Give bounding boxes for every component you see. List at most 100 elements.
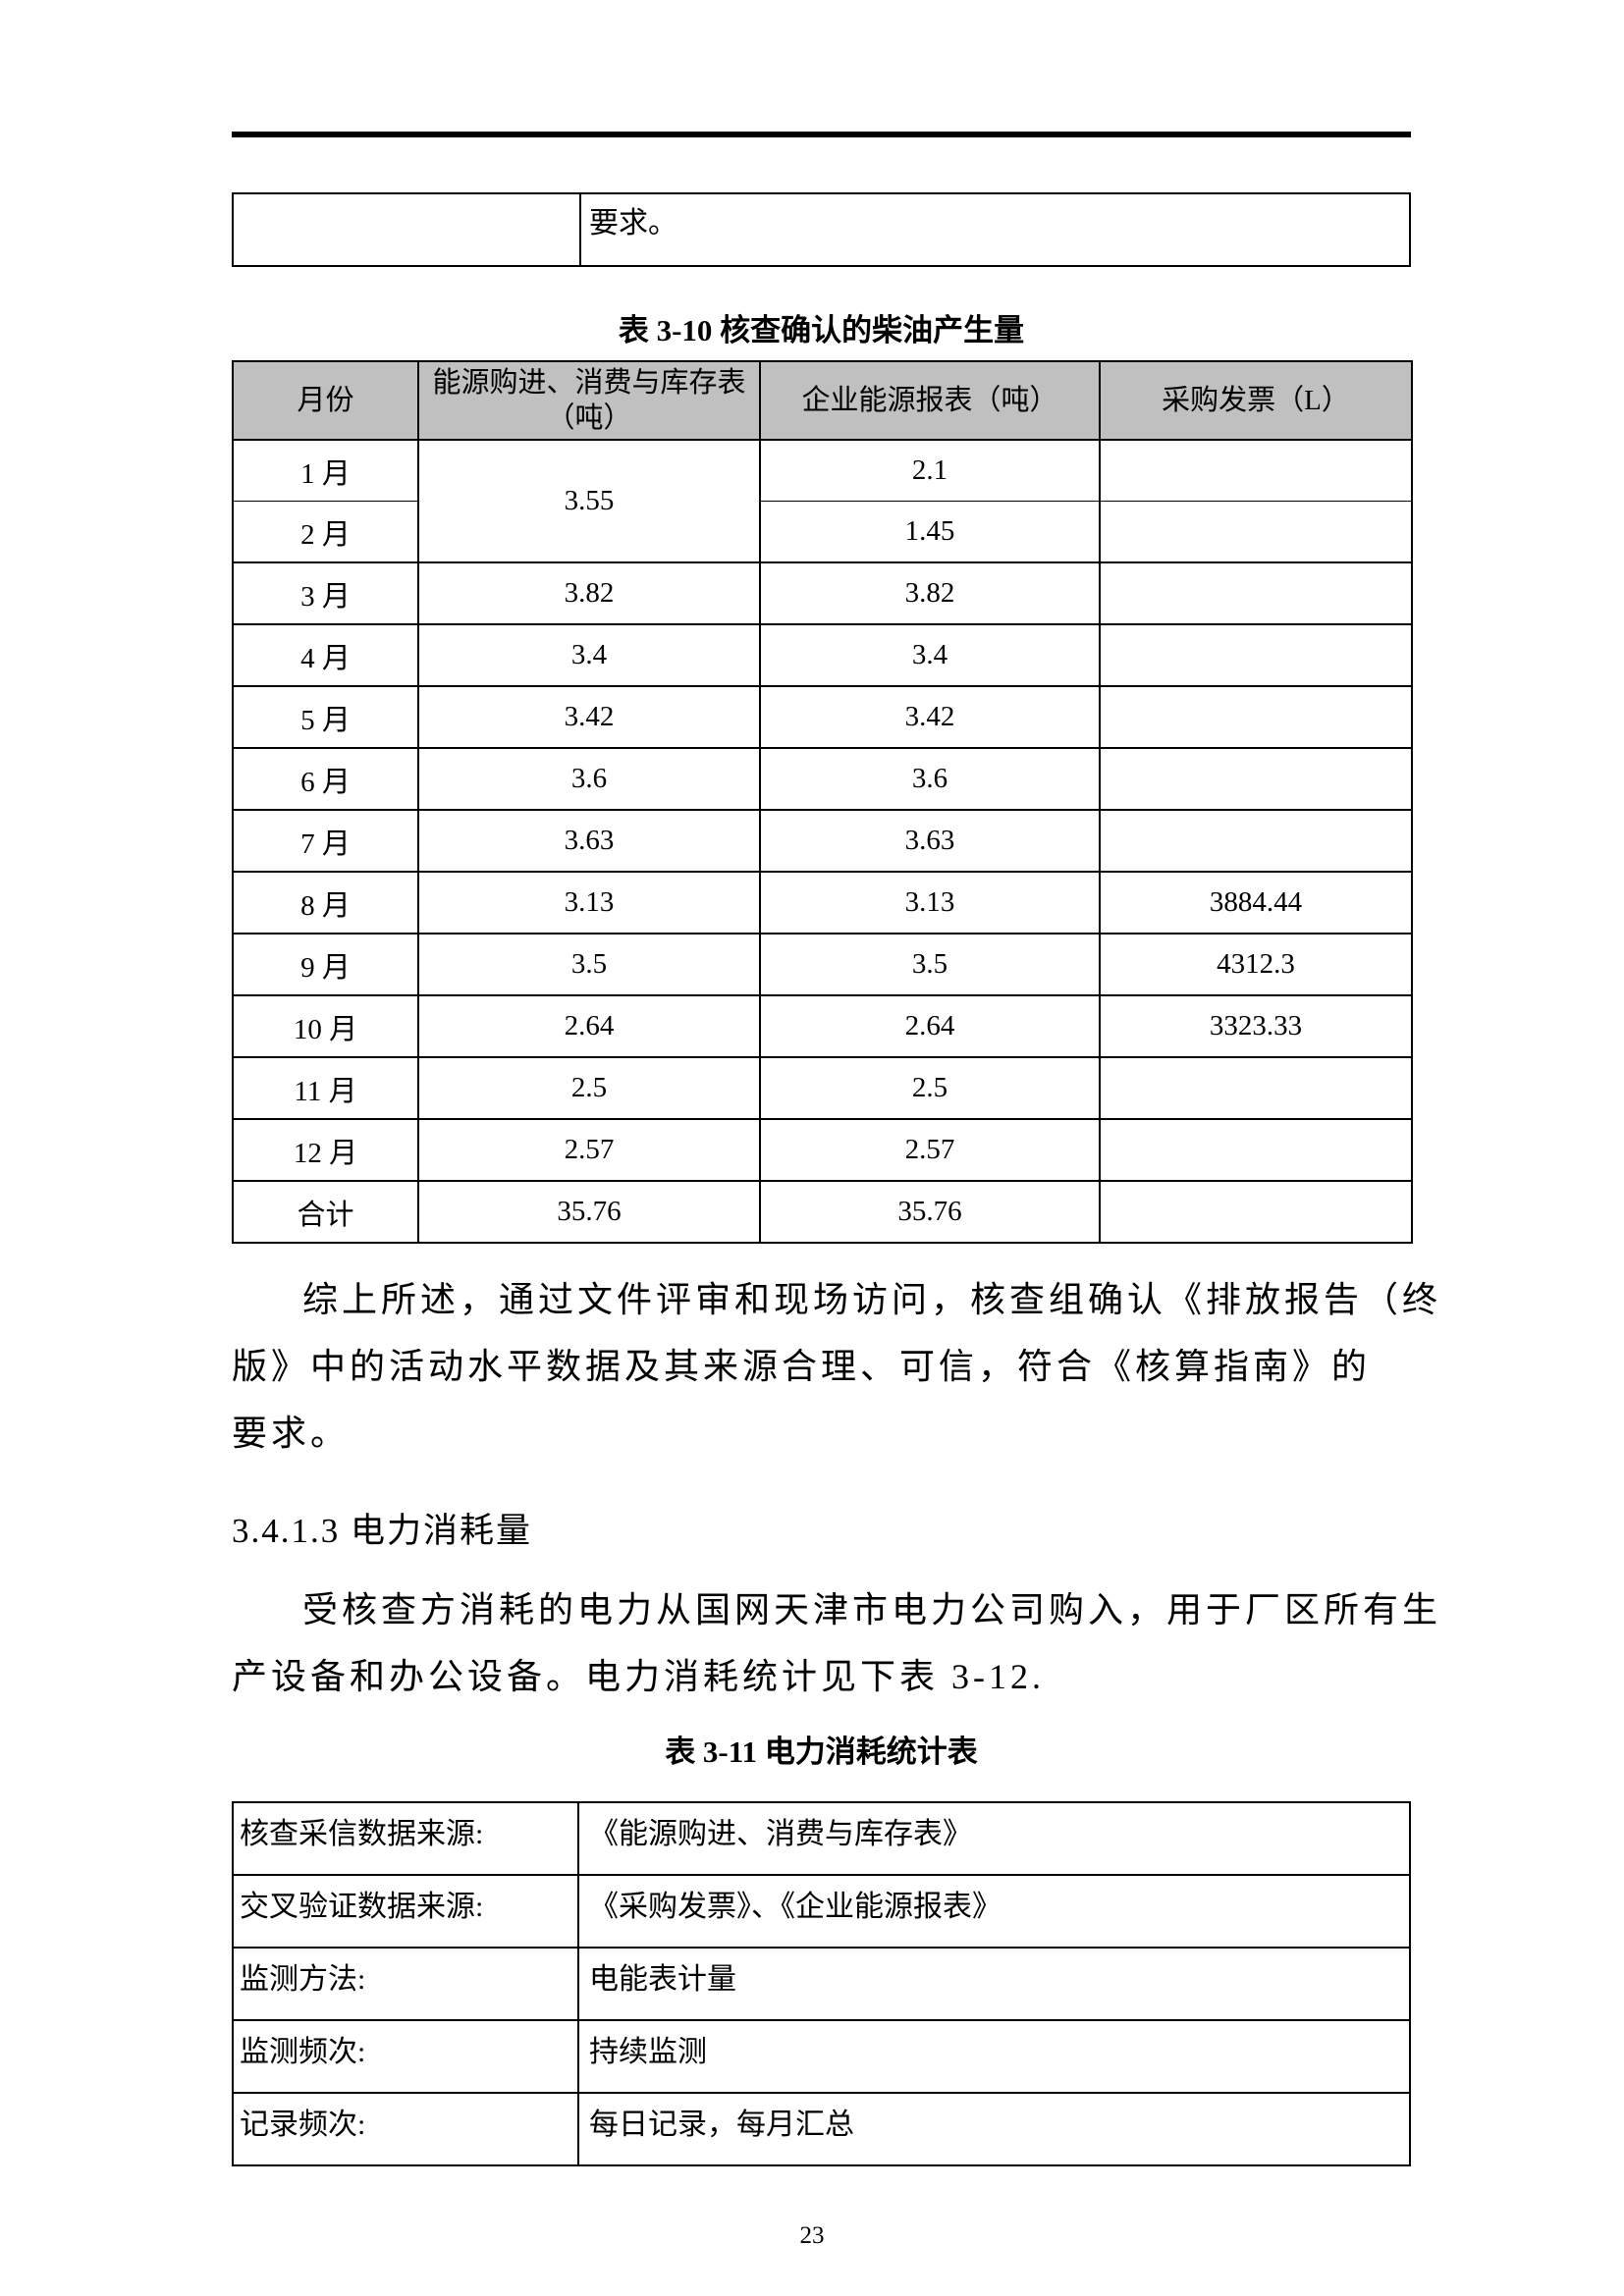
cell-month: 6 月: [232, 747, 419, 811]
cell-invoice: [1099, 809, 1413, 873]
cell-invoice: 4312.3: [1099, 933, 1413, 996]
fragment-row: 要求。: [232, 192, 1411, 267]
cell-month: 1 月: [232, 439, 419, 502]
fragment-text-cell: 要求。: [579, 192, 1411, 267]
diesel-row-7: 7 月 3.63 3.63: [232, 809, 1413, 873]
cell-month: 2 月: [232, 501, 419, 563]
diesel-table-caption: 表 3-10 核查确认的柴油产生量: [618, 313, 1025, 347]
cell-purchase: 3.5: [417, 933, 761, 996]
diesel-row-8: 8 月 3.13 3.13 3884.44: [232, 871, 1413, 934]
diesel-row-5: 5 月 3.42 3.42: [232, 685, 1413, 749]
summary-line: 要求。: [232, 1414, 351, 1453]
electric-table-caption: 表 3-11 电力消耗统计表: [665, 1735, 978, 1769]
cell-month: 8 月: [232, 871, 419, 934]
cell-invoice: [1099, 1180, 1413, 1244]
electric-row-2: 交叉验证数据来源: 《采购发票》、《企业能源报表》: [232, 1874, 1411, 1949]
section-heading: 3.4.1.3 电力消耗量: [232, 1512, 533, 1550]
diesel-table: 月份 能源购进、消费与库存表 （吨） 企业能源报表（吨） 采购发票（L） 1 月…: [232, 360, 1413, 1244]
cell-report: 3.4: [759, 623, 1101, 687]
cell-report: 3.6: [759, 747, 1101, 811]
cell-month: 9 月: [232, 933, 419, 996]
cell-purchase: 2.64: [417, 994, 761, 1058]
cell-invoice: [1099, 561, 1413, 625]
cell-invoice: 3884.44: [1099, 871, 1413, 934]
cell-value: 每日记录，每月汇总: [577, 2092, 1411, 2166]
header-month: 月份: [232, 360, 419, 441]
summary-line: 版》中的活动水平数据及其来源合理、可信，符合《核算指南》的: [232, 1347, 1372, 1386]
cell-purchase: 3.55: [417, 439, 761, 563]
electric-line: 受核查方消耗的电力从国网天津市电力公司购入，用于厂区所有生: [302, 1590, 1442, 1629]
cell-purchase: 3.6: [417, 747, 761, 811]
cell-month: 12 月: [232, 1118, 419, 1182]
diesel-row-11: 11 月 2.5 2.5: [232, 1056, 1413, 1120]
cell-purchase: 2.5: [417, 1056, 761, 1120]
cell-purchase: 2.57: [417, 1118, 761, 1182]
cell-purchase: 35.76: [417, 1180, 761, 1244]
header-enterprise-report: 企业能源报表（吨）: [759, 360, 1101, 441]
cell-report: 2.57: [759, 1118, 1101, 1182]
diesel-row-9: 9 月 3.5 3.5 4312.3: [232, 933, 1413, 996]
cell-label: 监测方法:: [232, 1947, 579, 2021]
cell-report: 3.5: [759, 933, 1101, 996]
summary-line: 综上所述，通过文件评审和现场访问，核查组确认《排放报告（终: [302, 1280, 1442, 1319]
cell-report: 2.64: [759, 994, 1101, 1058]
diesel-row-6: 6 月 3.6 3.6: [232, 747, 1413, 811]
electric-row-3: 监测方法: 电能表计量: [232, 1947, 1411, 2021]
cell-report: 35.76: [759, 1180, 1101, 1244]
cell-report: 1.45: [759, 501, 1101, 563]
diesel-row-1: 1 月 3.55 2.1: [232, 439, 1413, 563]
cell-invoice: 3323.33: [1099, 994, 1413, 1058]
fragment-empty-cell: [232, 192, 581, 267]
cell-invoice: [1099, 501, 1413, 563]
diesel-row-10: 10 月 2.64 2.64 3323.33: [232, 994, 1413, 1058]
cell-purchase: 3.63: [417, 809, 761, 873]
cell-month: 合计: [232, 1180, 419, 1244]
cell-invoice: [1099, 1056, 1413, 1120]
cell-purchase: 3.4: [417, 623, 761, 687]
cell-month: 11 月: [232, 1056, 419, 1120]
cell-invoice: [1099, 439, 1413, 502]
cell-month: 3 月: [232, 561, 419, 625]
cell-value: 持续监测: [577, 2019, 1411, 2094]
cell-month: 5 月: [232, 685, 419, 749]
cell-report: 3.13: [759, 871, 1101, 934]
cell-invoice: [1099, 747, 1413, 811]
header-rule: [232, 132, 1411, 137]
cell-month: 10 月: [232, 994, 419, 1058]
cell-month: 4 月: [232, 623, 419, 687]
electric-row-1: 核查采信数据来源: 《能源购进、消费与库存表》: [232, 1801, 1411, 1876]
diesel-row-13: 合计 35.76 35.76: [232, 1180, 1413, 1244]
page-number: 23: [799, 2222, 825, 2249]
previous-page-table-fragment: 要求。: [232, 192, 1411, 267]
cell-value: 《能源购进、消费与库存表》: [577, 1801, 1411, 1876]
diesel-row-3: 3 月 3.82 3.82: [232, 561, 1413, 625]
cell-label: 监测频次:: [232, 2019, 579, 2094]
electric-row-5: 记录频次: 每日记录，每月汇总: [232, 2092, 1411, 2166]
cell-report: 3.82: [759, 561, 1101, 625]
cell-purchase: 3.13: [417, 871, 761, 934]
diesel-row-12: 12 月 2.57 2.57: [232, 1118, 1413, 1182]
diesel-header-row: 月份 能源购进、消费与库存表 （吨） 企业能源报表（吨） 采购发票（L）: [232, 360, 1413, 441]
electric-paragraph: 受核查方消耗的电力从国网天津市电力公司购入，用于厂区所有生 产设备和办公设备。电…: [232, 1576, 1442, 1710]
summary-paragraph: 综上所述，通过文件评审和现场访问，核查组确认《排放报告（终 版》中的活动水平数据…: [232, 1266, 1442, 1467]
cell-invoice: [1099, 1118, 1413, 1182]
cell-invoice: [1099, 685, 1413, 749]
cell-report: 2.1: [759, 439, 1101, 502]
cell-purchase: 3.82: [417, 561, 761, 625]
electric-line: 产设备和办公设备。电力消耗统计见下表 3-12.: [232, 1657, 1045, 1696]
diesel-row-4: 4 月 3.4 3.4: [232, 623, 1413, 687]
cell-value: 电能表计量: [577, 1947, 1411, 2021]
header-purchase-invoice: 采购发票（L）: [1099, 360, 1413, 441]
cell-report: 3.42: [759, 685, 1101, 749]
electric-row-4: 监测频次: 持续监测: [232, 2019, 1411, 2094]
electric-table: 核查采信数据来源: 《能源购进、消费与库存表》 交叉验证数据来源: 《采购发票》、《企…: [232, 1801, 1411, 2166]
cell-report: 3.63: [759, 809, 1101, 873]
cell-value: 《采购发票》、《企业能源报表》: [577, 1874, 1411, 1949]
cell-month: 7 月: [232, 809, 419, 873]
header-purchase-table: 能源购进、消费与库存表 （吨）: [417, 360, 761, 441]
cell-report: 2.5: [759, 1056, 1101, 1120]
cell-label: 记录频次:: [232, 2092, 579, 2166]
diesel-row-2: 2 月 1.45: [232, 501, 1413, 563]
cell-invoice: [1099, 623, 1413, 687]
